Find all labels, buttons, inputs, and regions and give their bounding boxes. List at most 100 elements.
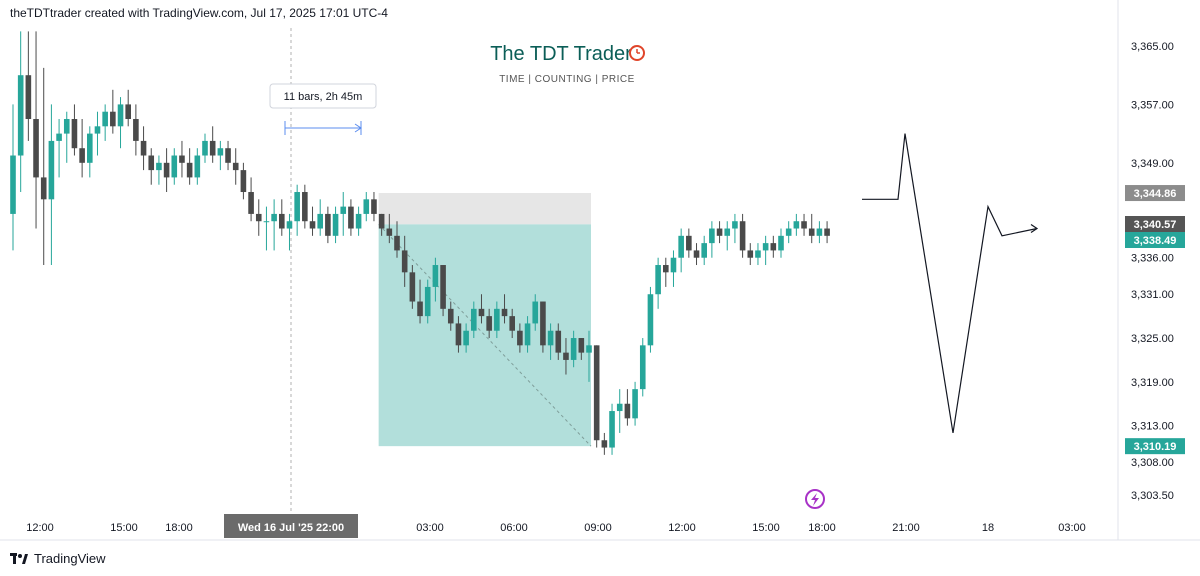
candle-body [40,177,47,200]
candle-body [79,148,85,163]
candle-body [793,221,800,229]
candle-body [593,345,600,441]
candle-body [110,111,116,127]
candle-body [163,162,170,178]
candle-body [10,155,16,214]
candle-body [501,308,508,317]
candle-body [33,119,39,178]
candle-body [540,301,546,346]
candle-body [294,192,300,222]
price-tick-label: 3,349.00 [1131,158,1174,170]
candle-body [663,265,669,273]
candle-body [616,403,623,412]
candle-body [424,286,431,317]
candle-body [463,330,469,346]
candle-body [340,206,347,214]
candle-body [432,265,439,287]
candle-body [494,308,500,331]
candle-body [824,228,830,236]
candle-body [578,338,585,353]
time-tick-label: 15:00 [110,522,138,534]
time-tick-label: 12:00 [668,522,696,534]
candle-body [117,104,124,127]
candle-body [624,403,631,419]
crosshair-time-badge [224,514,358,538]
candle-body [739,221,746,251]
candle-body [778,235,784,251]
time-axis: 12:00 15:00 18:00 03:00 06:00 09:00 12:00 15:00… [26,514,1086,538]
time-tick-label: 06:00 [500,522,528,534]
time-tick-label: 18:00 [165,522,193,534]
price-tick-label: 3,331.00 [1131,289,1174,301]
candle-body [378,213,385,229]
candle-body [371,199,377,214]
candle-body [355,213,362,229]
candle-body [394,235,400,251]
candle-body [509,316,515,331]
price-axis: 3,365.00 3,357.00 3,349.00 3,336.00 3,331.00… [1131,41,1174,502]
candle-body [747,250,754,258]
candle-body [471,308,477,331]
candle-body [639,345,646,390]
candle-body [263,221,270,223]
time-tick-label: 21:00 [892,522,920,534]
candle-body [609,411,615,448]
projection-arrow-head [1030,224,1039,234]
candle-body [363,199,370,214]
candle-body [94,126,101,134]
price-tick-label: 3,308.00 [1131,457,1174,469]
candle-body [570,338,577,360]
chart-grid [0,0,1200,541]
time-tick-label: 18 [982,522,994,534]
candle-body [532,301,539,324]
candle-body [140,140,147,156]
candle-body [709,228,715,244]
candle-body [217,148,224,156]
candle-body [156,162,162,171]
tradingview-footer[interactable]: TradingView [10,551,106,566]
candle-body [517,330,523,346]
candles-layer [10,31,830,455]
price-tick-label: 3,313.00 [1131,421,1174,433]
lightning-icon [805,489,825,509]
price-badge-label: 3,338.49 [1134,235,1177,247]
candle-body [17,75,24,156]
candle-body [655,265,661,295]
candle-body [71,119,78,149]
candle-body [755,250,761,258]
candle-body [724,228,731,236]
watermark-title: The TDT Trader [490,43,632,65]
measure-tooltip-box [269,83,377,109]
candle-body [63,119,70,134]
candle-body [48,140,55,200]
candle-body [547,330,554,346]
candle-body [386,228,393,236]
candle-body [271,213,277,222]
price-tick-label: 3,303.50 [1131,490,1174,502]
price-tick-label: 3,365.00 [1131,41,1174,53]
candle-body [716,228,723,236]
candle-body [102,111,108,127]
candle-body [808,228,815,236]
candle-body [171,155,178,178]
measure-tooltip-text: 11 bars, 2h 45m [284,91,363,103]
candle-body [524,323,531,346]
lightning-bolt [811,493,819,506]
candle-body [417,301,423,317]
candle-body [133,119,139,141]
time-tick-label: 15:00 [752,522,780,534]
candle-body [332,213,339,236]
candle-body [555,330,562,353]
candle-body [647,294,654,346]
candle-body [87,133,93,163]
candle-body [309,221,316,229]
candle-body [670,257,677,273]
candle-body [455,323,462,346]
candle-body [770,243,777,251]
candle-body [678,235,684,258]
candle-body [279,213,285,229]
watermark: The TDT Trader TIME | COUNTING | PRICE [490,43,645,85]
projection-path [862,133,1038,434]
time-tick-label: 18:00 [808,522,836,534]
